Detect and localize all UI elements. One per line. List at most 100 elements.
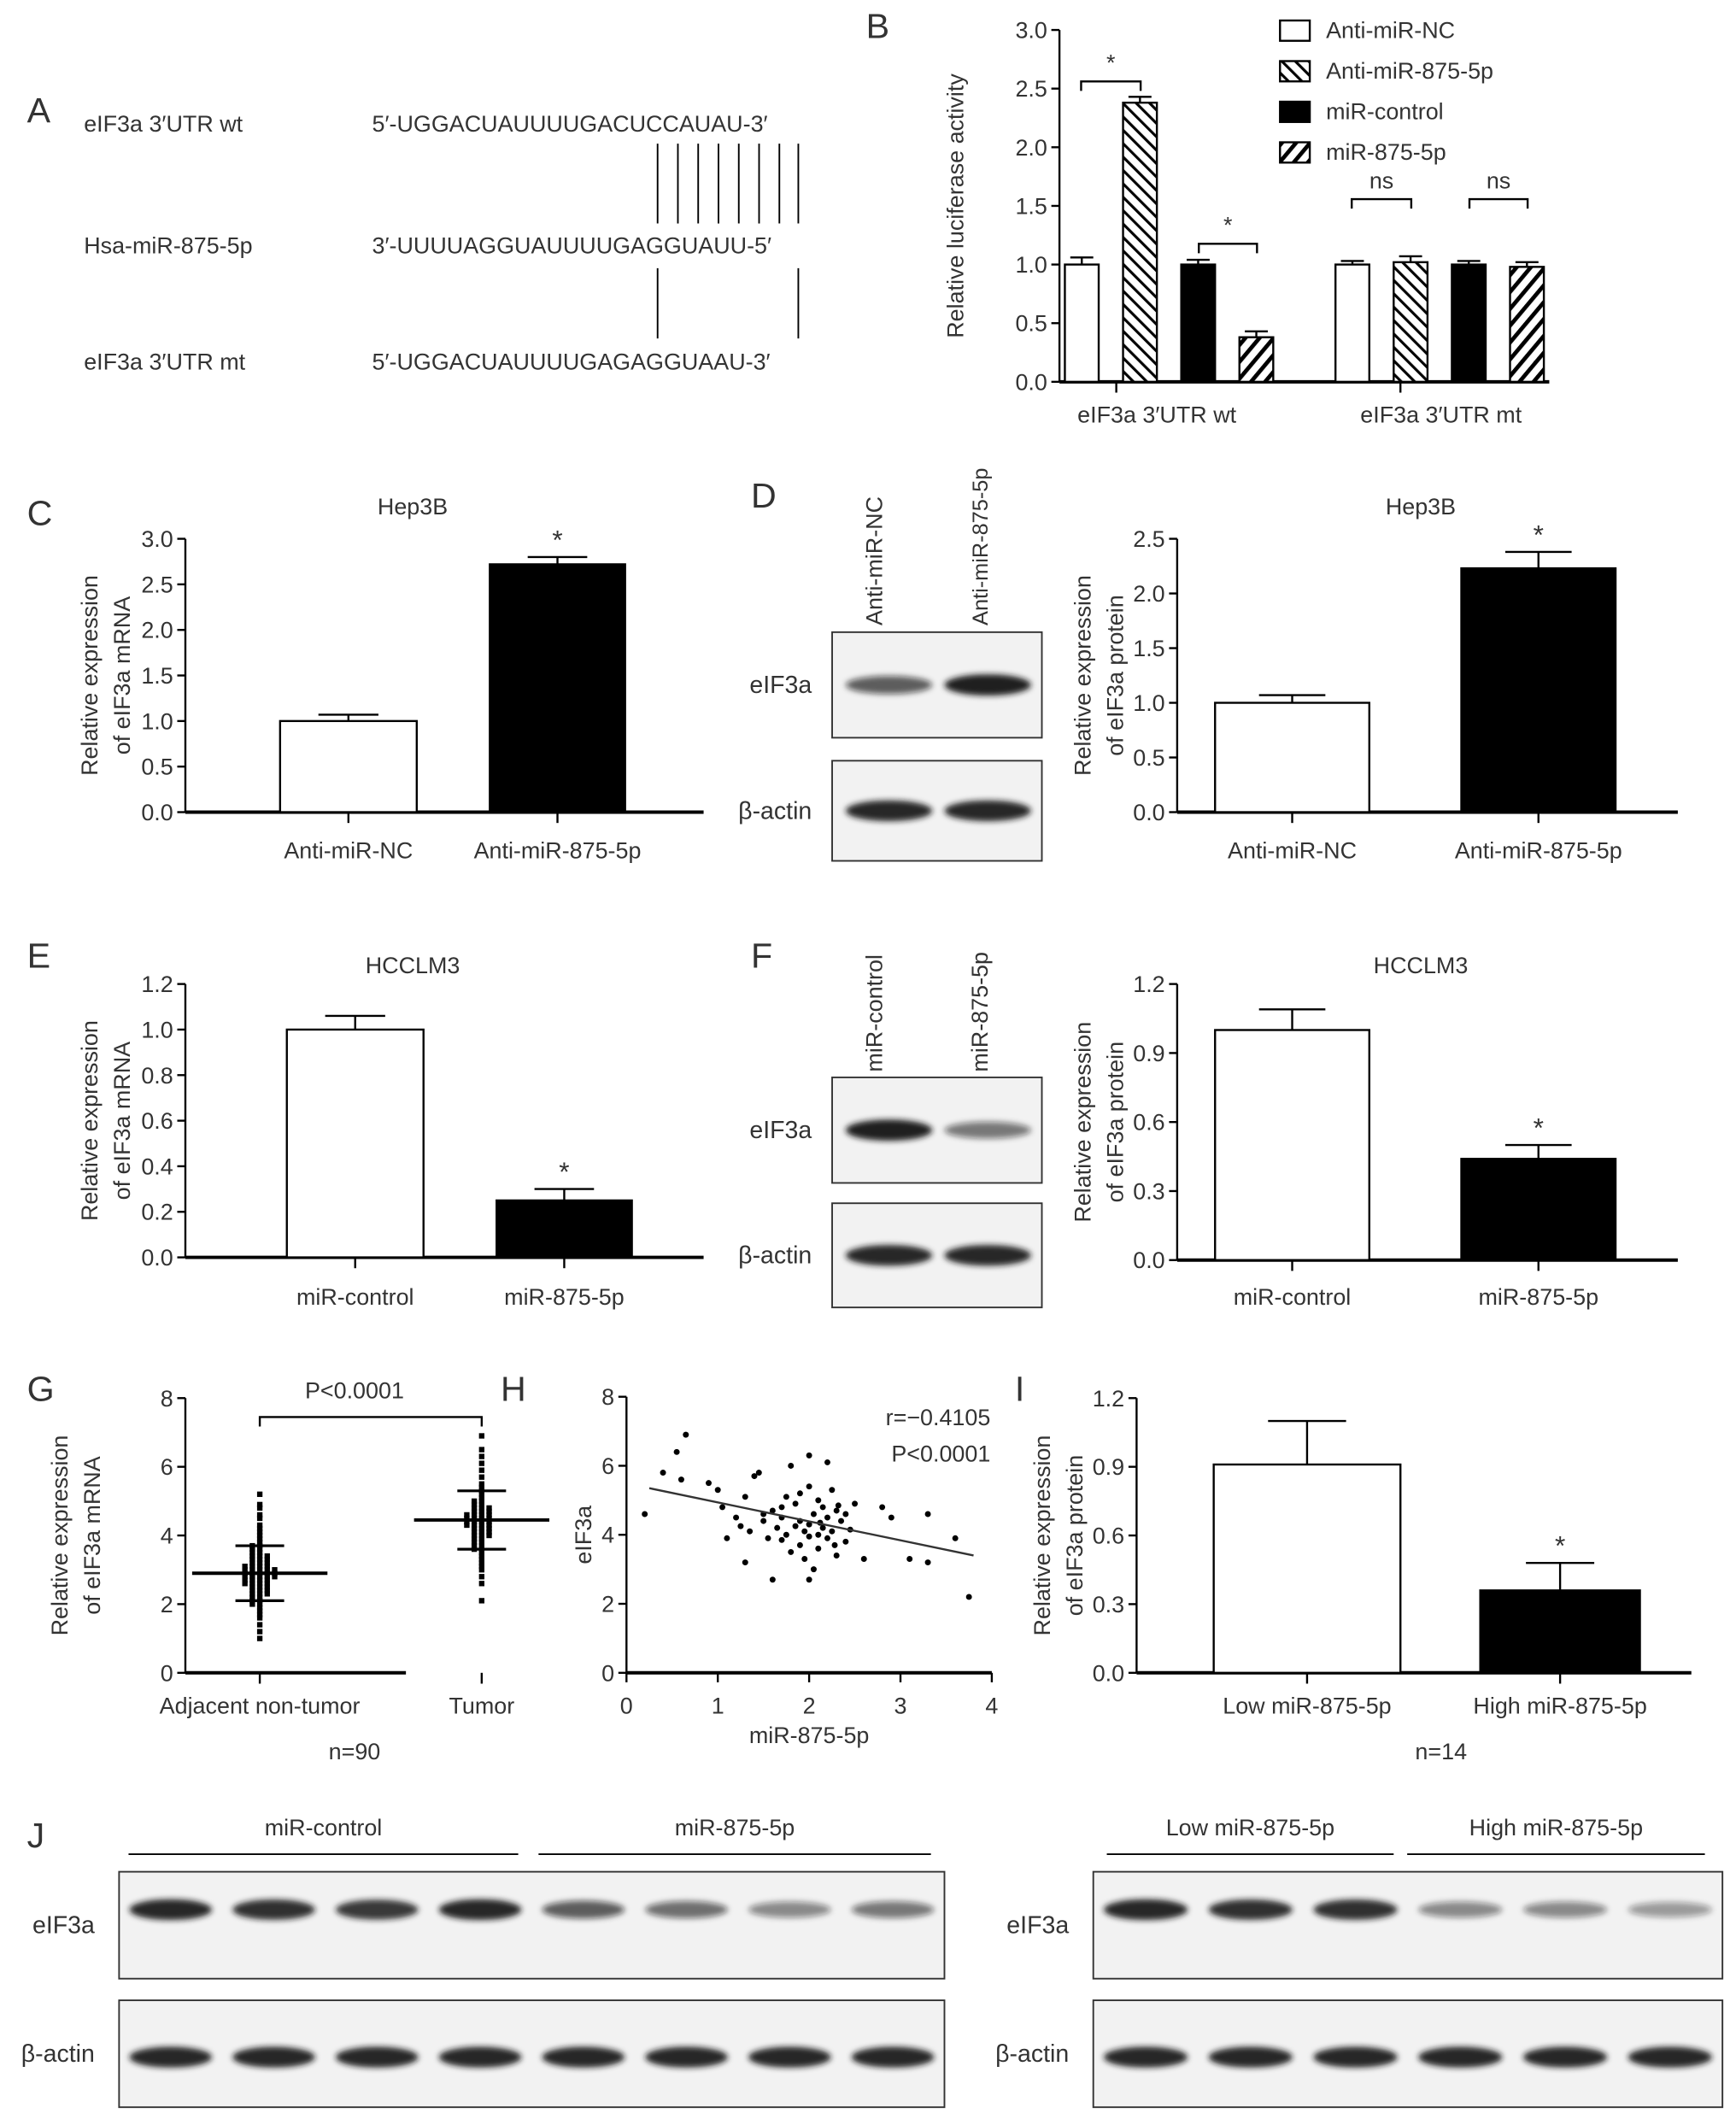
data-point	[833, 1507, 840, 1514]
data-point	[478, 1484, 484, 1490]
y-tick-label: 1.0	[1133, 690, 1164, 716]
data-point	[486, 1515, 492, 1522]
data-point	[815, 1531, 822, 1538]
y-axis-label: of eIF3a mRNA	[109, 596, 135, 754]
p-value-label: P<0.0001	[891, 1441, 990, 1467]
bar	[1214, 1029, 1370, 1261]
protein-band	[232, 2046, 315, 2068]
data-point	[478, 1549, 484, 1556]
data-point	[796, 1541, 803, 1548]
data-point	[806, 1483, 812, 1490]
data-point	[879, 1504, 886, 1511]
protein-band	[748, 1901, 831, 1918]
data-point	[801, 1528, 808, 1535]
legend-swatch	[1279, 60, 1311, 83]
data-point	[256, 1505, 263, 1512]
bar	[285, 1028, 425, 1259]
data-point	[806, 1452, 812, 1459]
data-point	[242, 1581, 248, 1587]
bar	[1393, 261, 1429, 384]
y-tick-label: 2.5	[141, 572, 173, 597]
data-point	[264, 1591, 270, 1597]
y-axis-label: Relative luciferase activity	[943, 73, 969, 338]
protein-band	[645, 2046, 728, 2068]
data-point	[471, 1518, 478, 1525]
lane-label: miR-875-5p	[967, 952, 993, 1072]
data-point	[471, 1542, 478, 1549]
significance-label: *	[1534, 519, 1544, 549]
panel-label: E	[27, 936, 50, 976]
panel-label: D	[751, 476, 777, 515]
data-point	[706, 1480, 712, 1487]
y-tick-label: 0.0	[1015, 369, 1047, 395]
x-tick-label: eIF3a 3′UTR mt	[1360, 402, 1522, 427]
y-tick-label: 1.0	[141, 708, 173, 734]
data-point	[256, 1605, 263, 1611]
y-tick-label: 2.0	[1133, 581, 1164, 607]
data-point	[824, 1514, 830, 1521]
data-point	[242, 1574, 248, 1580]
bar	[1509, 266, 1545, 384]
legend-label: Anti-miR-NC	[1326, 18, 1455, 44]
protein-band	[1628, 1902, 1712, 1917]
protein-band	[1103, 1899, 1188, 1921]
group-label: miR-875-5p	[675, 1815, 795, 1840]
data-point	[256, 1601, 263, 1607]
data-point	[778, 1536, 785, 1543]
data-point	[264, 1564, 270, 1570]
y-tick-label: 2.0	[141, 618, 173, 643]
significance-label: ns	[1369, 167, 1393, 193]
data-point	[272, 1574, 278, 1580]
x-tick-label: miR-control	[296, 1284, 414, 1310]
data-point	[478, 1433, 484, 1439]
data-point	[242, 1577, 248, 1583]
data-point	[769, 1507, 776, 1514]
y-tick-label: 0.0	[141, 800, 173, 825]
data-point	[829, 1487, 836, 1494]
data-point	[478, 1474, 484, 1480]
protein-band	[335, 2046, 419, 2068]
significance-label: *	[1534, 1112, 1544, 1143]
data-point	[478, 1581, 484, 1587]
y-tick-label: 1.5	[1015, 193, 1047, 219]
data-point	[256, 1491, 263, 1497]
group-label: miR-control	[265, 1815, 383, 1840]
protein-band	[845, 1119, 933, 1142]
significance-label: *	[552, 524, 562, 555]
data-point	[810, 1511, 817, 1517]
data-point	[788, 1548, 795, 1555]
x-tick-label: 0	[620, 1693, 633, 1718]
chart-title: HCCLM3	[1374, 953, 1469, 978]
blot-row-label: eIF3a	[32, 1912, 95, 1940]
bar	[1214, 701, 1370, 813]
y-tick-label: 1.0	[1015, 252, 1047, 278]
y-tick-label: 1.2	[141, 972, 173, 997]
data-point	[478, 1553, 484, 1559]
protein-band	[845, 800, 933, 822]
data-point	[486, 1522, 492, 1529]
x-tick-label: 2	[803, 1693, 816, 1718]
data-point	[478, 1460, 484, 1466]
data-point	[792, 1500, 799, 1507]
data-point	[471, 1532, 478, 1539]
data-point	[256, 1629, 263, 1635]
data-point	[819, 1504, 826, 1511]
legend-label: Anti-miR-875-5p	[1326, 58, 1493, 84]
data-point	[256, 1615, 263, 1621]
legend-label: miR-875-5p	[1326, 139, 1446, 165]
data-point	[471, 1539, 478, 1546]
data-point	[478, 1481, 484, 1487]
data-point	[249, 1581, 255, 1587]
y-tick-label: 1.5	[141, 663, 173, 689]
sequence: 5′-UGGACUAUUUUGAGAGGUAAU-3′	[372, 349, 771, 375]
protein-band	[129, 2046, 213, 2068]
significance-label: *	[1223, 213, 1233, 238]
data-point	[683, 1431, 689, 1438]
data-point	[256, 1532, 263, 1539]
data-point	[835, 1502, 842, 1509]
legend-swatch	[1279, 100, 1311, 123]
y-tick-label: 0	[601, 1660, 614, 1686]
panel-label: H	[501, 1369, 526, 1408]
data-point	[249, 1564, 255, 1570]
data-point	[264, 1584, 270, 1590]
